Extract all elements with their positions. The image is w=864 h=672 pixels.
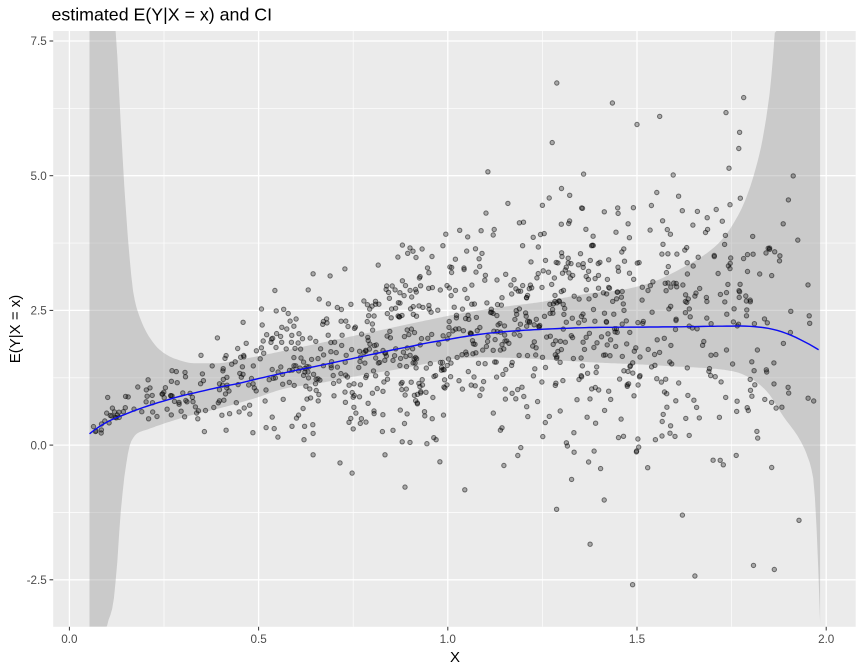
svg-text:0.0: 0.0 xyxy=(61,633,78,646)
svg-text:1.0: 1.0 xyxy=(440,633,457,646)
svg-text:5.0: 5.0 xyxy=(31,170,48,183)
svg-text:-2.5: -2.5 xyxy=(27,574,48,587)
svg-text:0.0: 0.0 xyxy=(31,439,48,452)
svg-text:0.5: 0.5 xyxy=(250,633,267,646)
svg-text:X: X xyxy=(450,649,460,666)
svg-text:2.5: 2.5 xyxy=(31,305,48,318)
svg-text:1.5: 1.5 xyxy=(629,633,646,646)
svg-text:estimated E(Y|X = x) and CI: estimated E(Y|X = x) and CI xyxy=(52,5,273,25)
svg-text:2.0: 2.0 xyxy=(818,633,835,646)
svg-text:7.5: 7.5 xyxy=(31,35,48,48)
svg-text:E(Y|X = x): E(Y|X = x) xyxy=(7,295,24,364)
